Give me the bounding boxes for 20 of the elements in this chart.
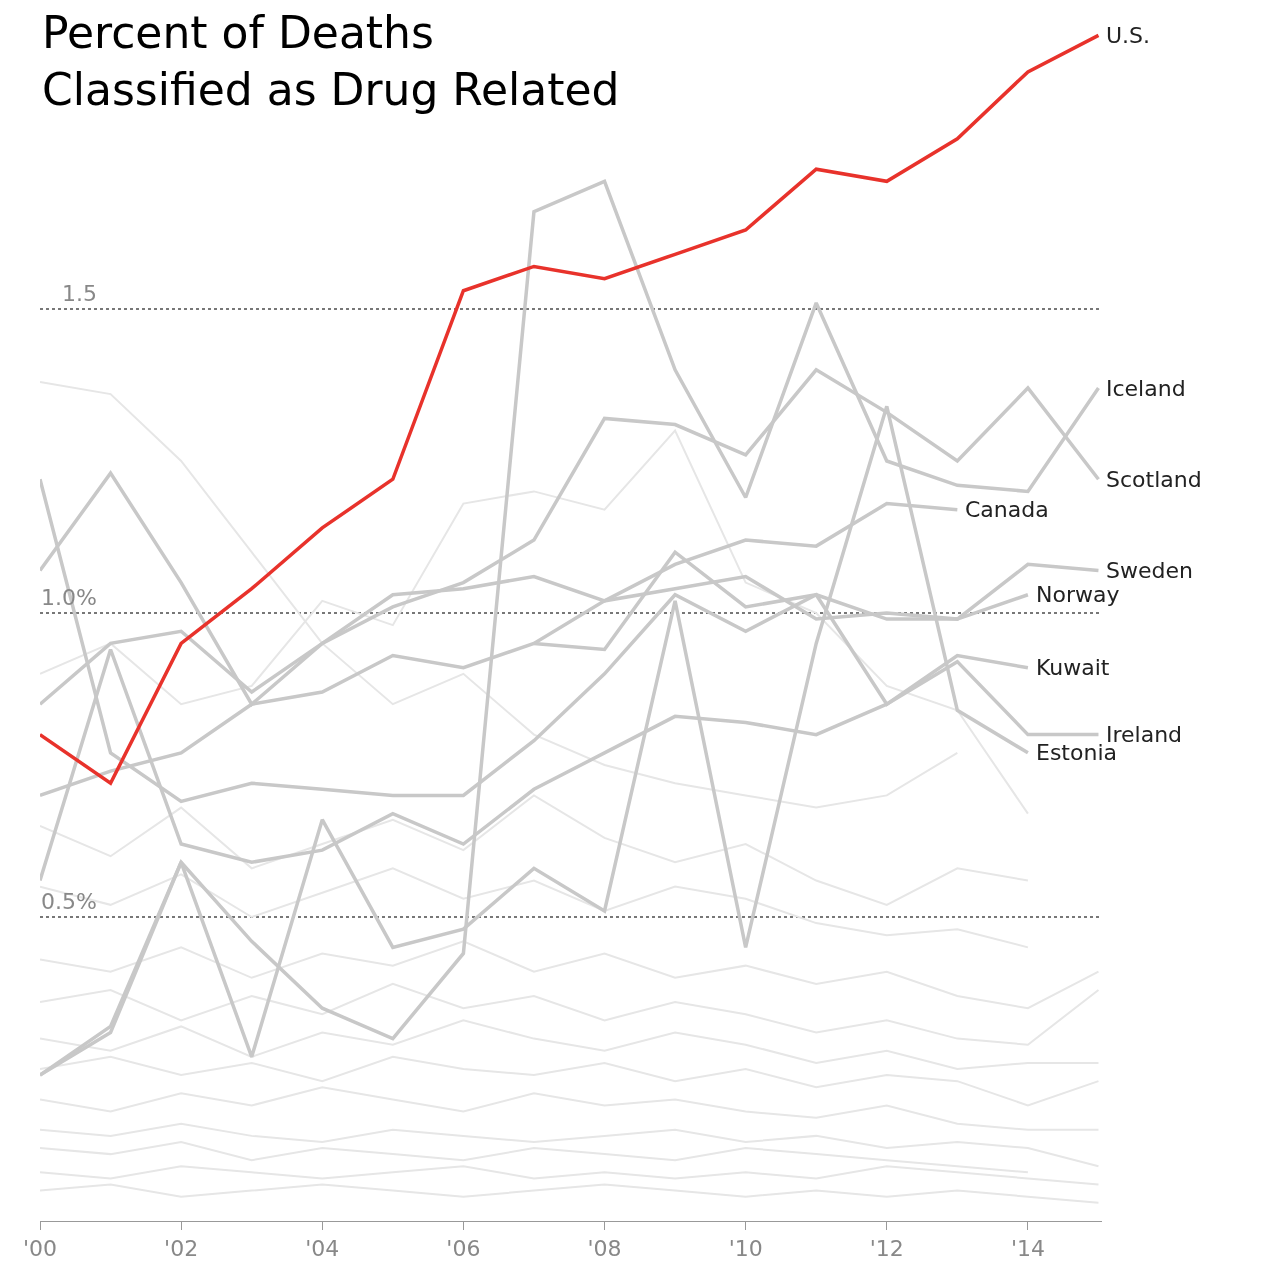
series-label: Canada <box>965 497 1049 522</box>
series-label: Kuwait <box>1036 655 1110 680</box>
series-label: Iceland <box>1106 376 1186 401</box>
x-tick-label: '02 <box>164 1236 199 1262</box>
y-tick-label: 0.5% <box>41 889 97 915</box>
x-tick-label: '08 <box>587 1236 622 1262</box>
series-label: Ireland <box>1106 722 1183 747</box>
x-tick-label: '14 <box>1010 1236 1045 1262</box>
series-label: Scotland <box>1106 467 1202 492</box>
x-tick-label: '04 <box>305 1236 340 1262</box>
x-tick-label: '12 <box>869 1236 904 1262</box>
y-tick-label: 1.5 <box>62 281 97 307</box>
series-label: Sweden <box>1106 558 1193 583</box>
series-label: Norway <box>1036 582 1120 607</box>
x-tick-label: '10 <box>728 1236 763 1262</box>
series-label: U.S. <box>1106 23 1151 48</box>
text: Percent of Deaths Classified as Drug Related <box>42 7 620 116</box>
x-tick-label: '00 <box>22 1236 58 1262</box>
y-tick-label: 1.0% <box>41 585 97 611</box>
x-tick-label: '06 <box>446 1236 481 1262</box>
